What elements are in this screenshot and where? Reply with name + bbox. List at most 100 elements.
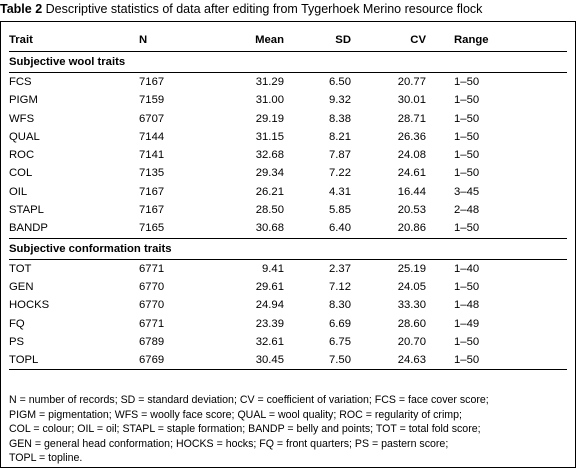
cell-mean: 23.39 [255,317,284,330]
table-row: BANDP 7165 30.68 6.40 20.86 1–50 [9,219,567,238]
statistics-table: Trait N Mean SD CV Range Subjective wool… [9,29,567,371]
cell-range: 1–50 [454,167,480,180]
cell-range: 1–48 [454,299,480,312]
column-header-cv: CV [351,29,426,52]
cell-range: 2–48 [454,204,480,217]
table-row: ROC 7141 32.68 7.87 24.08 1–50 [9,146,567,164]
cell-trait: WFS [9,112,35,125]
section-title: Subjective conformation traits [9,237,567,260]
cell-n: 7135 [139,167,165,180]
cell-mean: 31.29 [255,76,284,88]
cell-sd: 8.38 [329,112,351,125]
cell-cv: 20.86 [397,222,426,235]
cell-sd: 2.37 [329,262,351,275]
cell-mean: 32.68 [255,149,284,162]
cell-range: 1–50 [454,76,480,88]
table-row: HOCKS 6770 24.94 8.30 33.30 1–48 [9,296,567,314]
cell-trait: TOPL [9,351,139,371]
section-wool-traits: Subjective wool traits FCS 7167 31.29 6.50 2… [9,51,567,239]
column-header-trait: Trait [9,29,139,52]
cell-cv: 25.19 [397,262,426,275]
cell-n: 7167 [139,185,165,198]
cell-mean: 24.94 [255,299,284,312]
section-heading-row: Subjective conformation traits [9,237,567,260]
column-spacer [426,296,454,314]
cell-mean: 29.61 [255,280,284,293]
table-row: GEN 6770 29.61 7.12 24.05 1–50 [9,278,567,296]
column-spacer [426,128,454,146]
table-row: TOT 6771 9.41 2.37 25.19 1–40 [9,259,567,278]
cell-trait: HOCKS [9,299,50,312]
cell-cv: 20.77 [397,76,426,88]
cell-range: 1–50 [454,335,480,348]
cell-n: 7141 [139,149,165,162]
cell-trait: FQ [9,317,25,330]
table-caption-text: Descriptive statistics of data after edi… [45,2,483,16]
cell-n: 7144 [139,130,165,143]
cell-sd: 7.50 [284,351,351,371]
table-row: WFS 6707 29.19 8.38 28.71 1–50 [9,110,567,128]
cell-trait: PS [9,335,25,348]
cell-n: 6789 [139,335,165,348]
table-row: PIGM 7159 31.00 9.32 30.01 1–50 [9,91,567,109]
header-row: Trait N Mean SD CV Range [9,29,567,52]
cell-trait: COL [9,167,33,180]
table-row: COL 7135 29.34 7.22 24.61 1–50 [9,164,567,182]
column-spacer [426,315,454,333]
table-row: FQ 6771 23.39 6.69 28.60 1–49 [9,315,567,333]
table-footnote: N = number of records; SD = standard dev… [9,393,574,466]
section-conformation-traits: Subjective conformation traits TOT 6771 9.… [9,237,567,371]
cell-range: 1–50 [454,280,480,293]
cell-range: 1–40 [454,262,480,275]
column-spacer [426,73,454,92]
cell-trait: QUAL [9,130,40,143]
column-spacer [426,183,454,201]
table-row: OIL 7167 26.21 4.31 16.44 3–45 [9,183,567,201]
cell-mean: 26.21 [255,185,284,198]
cell-cv: 26.36 [397,130,426,143]
footnote-line: N = number of records; SD = standard dev… [9,394,489,406]
cell-sd: 8.21 [329,130,351,143]
cell-cv: 24.08 [397,149,426,162]
cell-trait: ROC [9,149,35,162]
table-label: Table 2 [0,2,43,16]
footnote-line: GEN = general head conformation; HOCKS =… [9,437,449,450]
cell-n: 7167 [139,76,165,88]
column-spacer [426,333,454,351]
cell-mean: 32.61 [255,335,284,348]
table-row: FCS 7167 31.29 6.50 20.77 1–50 [9,73,567,92]
column-spacer [426,91,454,109]
table-row: PS 6789 32.61 6.75 20.70 1–50 [9,333,567,351]
cell-n: 6770 [139,280,165,293]
cell-sd: 6.50 [329,76,351,88]
table-caption: Table 2 Descriptive statistics of data a… [0,1,482,17]
table-row: TOPL 6769 30.45 7.50 24.63 1–50 [9,351,567,371]
cell-trait: OIL [9,185,28,198]
cell-cv: 33.30 [397,299,426,312]
cell-sd: 8.30 [329,299,351,312]
cell-cv: 24.05 [397,280,426,293]
cell-cv: 30.01 [397,94,426,107]
cell-trait: BANDP [9,222,48,235]
cell-trait: PIGM [9,94,38,107]
cell-mean: 29.19 [255,112,284,125]
footnote-line: TOPL = topline. [9,452,83,465]
cell-n: 6771 [139,262,165,275]
cell-sd: 7.87 [329,149,351,162]
column-spacer [426,146,454,164]
cell-mean: 9.41 [262,262,284,275]
cell-sd: 5.85 [329,204,351,217]
cell-sd: 4.31 [329,185,351,198]
cell-range: 3–45 [454,185,480,198]
cell-sd: 9.32 [329,94,351,107]
cell-mean: 29.34 [255,167,284,180]
column-spacer [426,219,454,238]
cell-n: 6771 [139,317,165,330]
cell-mean: 30.68 [255,222,284,235]
cell-range: 1–50 [454,222,480,235]
column-spacer [426,110,454,128]
cell-cv: 28.60 [397,317,426,330]
cell-cv: 16.44 [397,185,426,198]
cell-cv: 24.61 [397,167,426,180]
column-spacer [426,29,454,52]
